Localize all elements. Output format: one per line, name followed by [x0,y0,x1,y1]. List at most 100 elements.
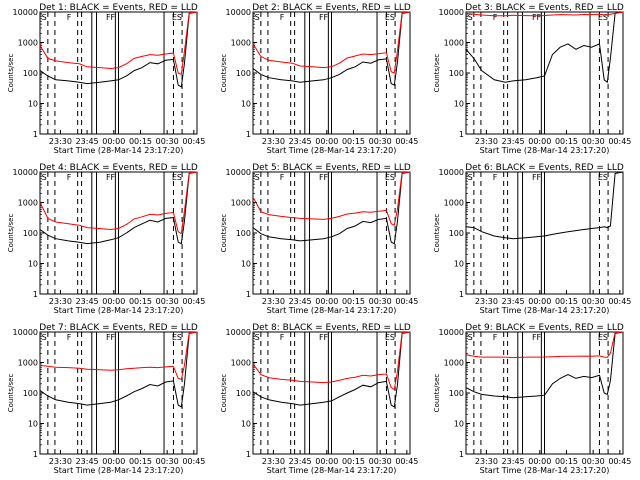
y-axis-label: Counts/sec [433,54,441,93]
y-tick-label: 1 [459,290,464,299]
y-tick-label: 100 [449,229,464,238]
x-tick-label: 00:45 [608,457,631,466]
y-axis-label: Counts/sec [433,214,441,253]
series-line-events [465,171,624,240]
panel-marker-label: FF [319,13,329,22]
x-tick-label: 23:45 [502,137,525,146]
series-line-lld [39,171,198,235]
panel-marker-label: FF [106,13,116,22]
x-axis-label: Start Time (28-Mar-14 23:17:20) [267,306,397,315]
x-axis-label: Start Time (28-Mar-14 23:17:20) [480,466,610,475]
panel-marker-label: FF [532,173,542,182]
panel-title: Det 5: BLACK = Events, RED = LLD [252,163,411,173]
x-tick-label: 23:30 [49,137,72,146]
x-tick-label: 00:30 [582,137,605,146]
x-axis-label: Start Time (28-Mar-14 23:17:20) [54,306,184,315]
x-tick-label: 23:45 [289,137,312,146]
panel-marker-label: ES [598,173,608,182]
x-tick-label: 00:45 [182,137,205,146]
panel-marker-label: S [255,173,260,182]
y-tick-label: 10000 [226,168,251,177]
x-tick-label: 23:30 [475,297,498,306]
series-line-events [252,11,411,86]
y-tick-label: 100 [23,69,38,78]
x-tick-label: 00:45 [395,297,418,306]
x-tick-label: 00:45 [182,457,205,466]
x-tick-label: 00:30 [156,137,179,146]
panel-title: Det 3: BLACK = Events, RED = LLD [465,3,624,13]
panel-marker-label: F [67,333,72,342]
panel-marker-label: ES [172,333,182,342]
x-tick-label: 00:30 [369,137,392,146]
x-tick-label: 00:30 [369,457,392,466]
x-tick-label: 23:45 [76,137,99,146]
y-tick-label: 10000 [439,168,464,177]
series-line-events [465,331,624,399]
y-tick-label: 1 [246,290,251,299]
y-tick-label: 1 [459,450,464,459]
x-tick-label: 00:45 [608,297,631,306]
panel-title: Det 6: BLACK = Events, RED = LLD [465,163,624,173]
x-tick-label: 00:00 [528,457,551,466]
series-line-events [39,171,198,245]
x-tick-label: 00:00 [102,457,125,466]
panel-marker-label: S [42,173,47,182]
y-tick-label: 10000 [13,328,38,337]
x-tick-label: 23:45 [289,297,312,306]
y-tick-label: 10000 [439,8,464,17]
panel-marker-label: F [280,173,285,182]
y-tick-label: 1000 [444,39,464,48]
y-axis-label: Counts/sec [7,214,15,253]
x-tick-label: 00:45 [182,297,205,306]
panel-det-5: Det 5: BLACK = Events, RED = LLD 1 10 100 10… [220,163,418,315]
panel-marker-label: S [42,333,47,342]
x-tick-label: 00:30 [156,457,179,466]
panel-marker-label: ES [172,173,182,182]
y-axis-label: Counts/sec [220,374,228,413]
x-axis-label: Start Time (28-Mar-14 23:17:20) [54,146,184,155]
x-tick-label: 00:15 [555,137,578,146]
y-tick-label: 1000 [231,359,251,368]
x-tick-label: 00:45 [395,137,418,146]
y-tick-label: 1 [246,130,251,139]
y-tick-label: 1 [459,130,464,139]
y-tick-label: 1000 [444,359,464,368]
panel-marker-label: FF [319,333,329,342]
x-tick-label: 00:15 [555,297,578,306]
y-tick-label: 10000 [226,8,251,17]
panel-det-7: Det 7: BLACK = Events, RED = LLD 1 10 100 10… [7,323,205,475]
panel-marker-label: F [493,333,498,342]
x-tick-label: 00:00 [102,137,125,146]
y-tick-label: 100 [236,229,251,238]
y-tick-label: 1000 [444,199,464,208]
panel-marker-label: S [255,333,260,342]
x-tick-label: 00:15 [342,297,365,306]
x-tick-label: 23:45 [502,457,525,466]
x-tick-label: 00:45 [608,137,631,146]
y-tick-label: 10000 [226,328,251,337]
x-tick-label: 23:30 [262,297,285,306]
y-tick-label: 1 [33,450,38,459]
series-line-lld [465,11,624,17]
panel-marker-label: FF [532,333,542,342]
y-tick-label: 100 [449,69,464,78]
panel-marker-label: F [280,333,285,342]
x-axis-label: Start Time (28-Mar-14 23:17:20) [267,146,397,155]
y-tick-label: 10 [28,260,38,269]
x-tick-label: 00:45 [395,457,418,466]
panel-marker-label: ES [598,13,608,22]
x-tick-label: 00:30 [156,297,179,306]
panel-marker-label: ES [385,333,395,342]
x-tick-label: 23:30 [49,457,72,466]
x-tick-label: 00:30 [582,457,605,466]
x-tick-label: 00:00 [528,297,551,306]
x-tick-label: 00:15 [129,457,152,466]
x-tick-label: 23:45 [76,297,99,306]
x-axis-label: Start Time (28-Mar-14 23:17:20) [54,466,184,475]
panel-marker-label: S [42,13,47,22]
x-tick-label: 00:15 [129,297,152,306]
panel-marker-label: F [493,13,498,22]
y-tick-label: 10 [241,420,251,429]
y-tick-label: 10 [28,100,38,109]
